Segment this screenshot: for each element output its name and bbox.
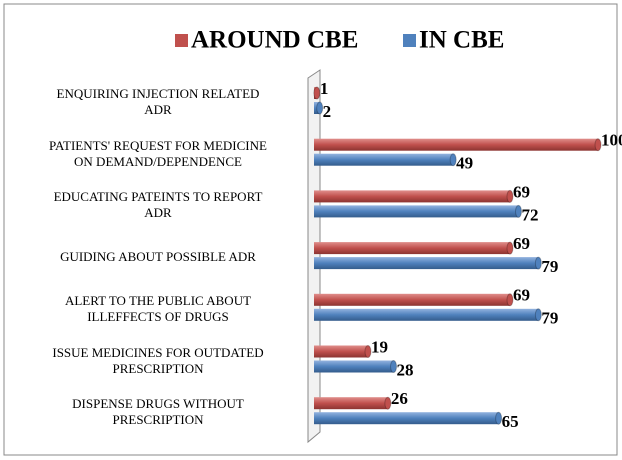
- bar: [314, 257, 539, 270]
- bar-cap: [390, 360, 398, 373]
- bar: [314, 397, 388, 410]
- category-label: DISPENSE DRUGS WITHOUT PRESCRIPTION: [72, 396, 244, 428]
- category-label: EDUCATING PATEINTS TO REPORT ADR: [53, 189, 263, 221]
- value-label: 79: [541, 309, 558, 328]
- bar-group: [314, 293, 514, 307]
- bar-cap: [384, 396, 392, 410]
- bar: [314, 412, 499, 425]
- bar-cap: [594, 138, 602, 152]
- bar: [314, 138, 598, 151]
- legend-swatch: [403, 34, 416, 47]
- value-label: 49: [456, 154, 473, 173]
- value-label: 69: [513, 182, 530, 201]
- bar: [314, 308, 539, 321]
- value-label: 2: [323, 102, 332, 121]
- value-label: 1: [320, 79, 329, 98]
- bar-cap: [316, 101, 324, 115]
- value-label: 79: [541, 257, 558, 276]
- axis-wall: [307, 69, 321, 444]
- bar-cap: [534, 308, 542, 322]
- value-label: 69: [513, 286, 530, 305]
- bar-group: [314, 153, 457, 167]
- value-label: 28: [397, 360, 414, 379]
- value-label: 26: [391, 389, 408, 408]
- category-label: ISSUE MEDICINES FOR OUTDATED PRESCRIPTIO…: [52, 344, 264, 376]
- bar: [314, 360, 394, 373]
- bar-group: [313, 86, 321, 100]
- value-label: 72: [521, 205, 538, 224]
- value-label: 100: [601, 131, 622, 150]
- bar: [314, 190, 510, 203]
- value-label: 69: [513, 234, 530, 253]
- bar-group: [314, 360, 398, 373]
- bar-cap: [534, 256, 542, 270]
- bar-cap: [313, 86, 321, 100]
- bar: [314, 293, 510, 306]
- value-label: 65: [502, 412, 519, 431]
- legend-label: IN CBE: [419, 27, 504, 54]
- category-label: ALERT TO THE PUBLIC ABOUT ILLEFFECTS OF …: [64, 292, 252, 324]
- bar: [314, 153, 454, 166]
- bar: [314, 345, 368, 358]
- bar-group: [314, 308, 542, 322]
- bar-group: [314, 411, 503, 425]
- bar-group: [314, 241, 514, 255]
- legend-swatch: [175, 34, 188, 47]
- bar-cap: [364, 345, 372, 358]
- bar-group: [314, 345, 372, 358]
- bar-cap: [506, 241, 514, 255]
- bar: [314, 205, 519, 218]
- bar-group: [314, 189, 514, 203]
- frame: [3, 3, 618, 456]
- bar-cap: [506, 293, 514, 307]
- bar-cap: [514, 204, 522, 218]
- bar-group: [314, 256, 542, 270]
- bar-cap: [506, 189, 514, 203]
- bar-group: [314, 396, 392, 410]
- bar-group: [314, 204, 522, 218]
- bar: [314, 242, 510, 255]
- category-label: PATIENTS' REQUEST FOR MEDICINE ON DEMAND…: [49, 137, 267, 169]
- bar-cap: [495, 411, 503, 425]
- legend-label: AROUND CBE: [191, 27, 358, 54]
- bar-group: [314, 138, 602, 152]
- bar-cap: [449, 153, 457, 167]
- category-label: GUIDING ABOUT POSSIBLE ADR: [60, 249, 256, 265]
- bar-group: [314, 101, 324, 115]
- category-label: ENQUIRING INJECTION RELATED ADR: [56, 86, 260, 117]
- value-label: 19: [371, 337, 388, 356]
